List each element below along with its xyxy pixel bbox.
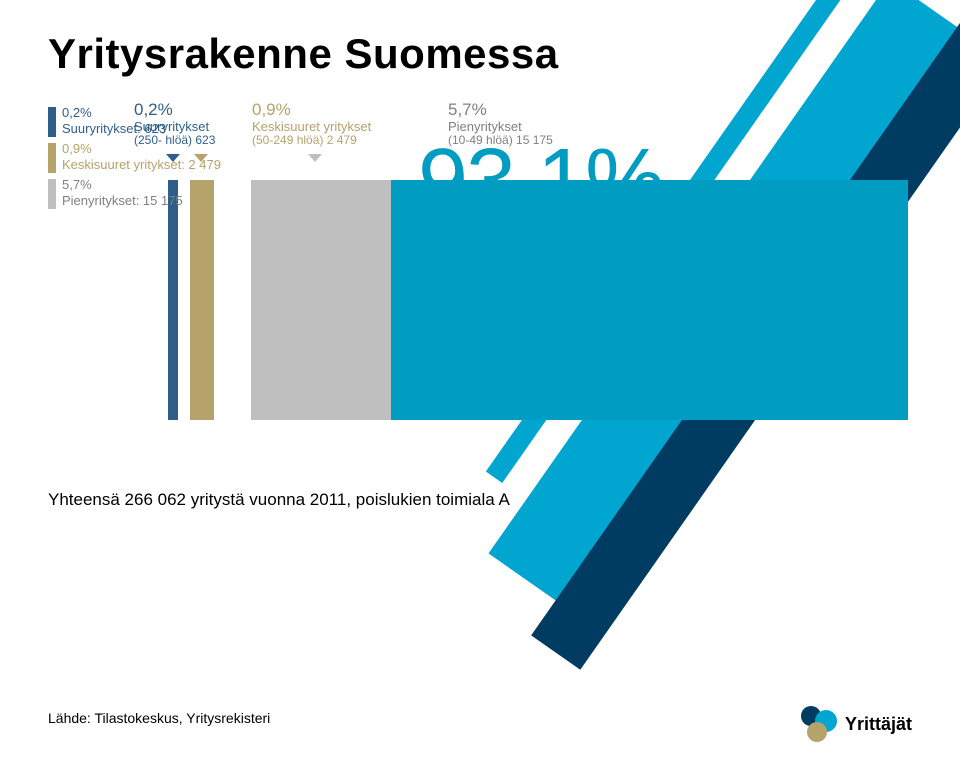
side-legend-pct: 5,7%: [62, 177, 183, 193]
yrittajat-logo: Yrittäjät: [801, 706, 912, 742]
logo-circle: [807, 722, 827, 742]
side-legend: 0,2%Suuryritykset: 623 0,9%Keskisuuret yr…: [48, 105, 221, 213]
side-legend-row: 5,7%Pienyritykset: 15 175: [48, 177, 221, 209]
top-label-sub: (50-249 hlöä) 2 479: [252, 134, 371, 148]
micro-line1: Mikroyritykset: [418, 232, 630, 265]
side-legend-box: [48, 143, 56, 173]
side-legend-box: [48, 179, 56, 209]
page-title: Yritysrakenne Suomessa: [48, 30, 559, 78]
side-legend-text: Pienyritykset: 15 175: [62, 193, 183, 209]
bar-keski: [190, 180, 214, 420]
logo-text: Yrittäjät: [845, 714, 912, 735]
source-line: Lähde: Tilastokeskus, Yritysrekisteri: [48, 710, 270, 726]
logo-mark: [801, 706, 837, 742]
top-label-keski: 0,9%Keskisuuret yritykset(50-249 hlöä) 2…: [252, 100, 371, 148]
side-legend-box: [48, 107, 56, 137]
bar-suur: [168, 180, 178, 420]
top-label-pct: 5,7%: [448, 100, 553, 120]
summary-line: Yhteensä 266 062 yritystä vuonna 2011, p…: [48, 490, 510, 510]
side-legend-text: Suuryritykset: 623: [62, 121, 166, 137]
micro-percentage-big: 93,1%: [418, 130, 663, 233]
top-label-name: Keskisuuret yritykset: [252, 120, 371, 135]
side-legend-text: Keskisuuret yritykset: 2 479: [62, 157, 221, 173]
micro-line2: (1-9 hlöä) 247 785: [418, 265, 630, 298]
top-label-pct: 0,9%: [252, 100, 371, 120]
bar-pien: [251, 180, 391, 420]
side-legend-pct: 0,2%: [62, 105, 166, 121]
side-legend-row: 0,2%Suuryritykset: 623: [48, 105, 221, 137]
side-legend-pct: 0,9%: [62, 141, 221, 157]
micro-label: Mikroyritykset (1-9 hlöä) 247 785: [418, 232, 630, 297]
side-legend-row: 0,9%Keskisuuret yritykset: 2 479: [48, 141, 221, 173]
